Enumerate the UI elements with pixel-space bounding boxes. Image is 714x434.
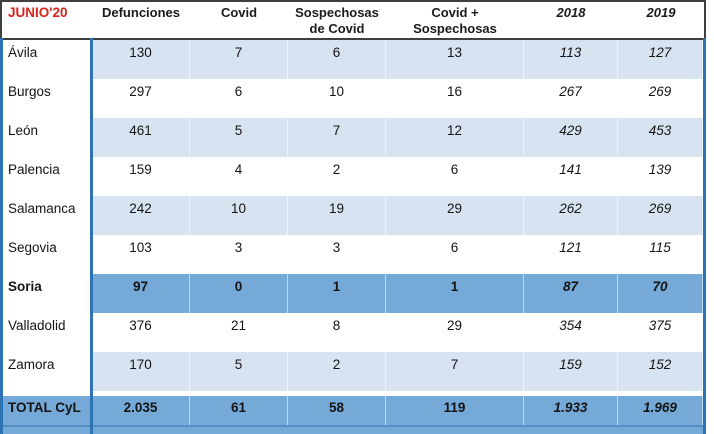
data-cell: 10 — [288, 79, 386, 118]
total-cell: 1.969 — [618, 396, 703, 425]
data-cell: 170 — [92, 352, 190, 391]
column-header-defunciones: Defunciones — [101, 5, 180, 20]
row-total-cyl: TOTAL CyL 2.035 61 58 119 1.933 1.969 — [0, 396, 703, 425]
data-cell: 5 — [190, 118, 288, 157]
row-segovia: Segovia 103 3 3 6 121 115 — [0, 235, 703, 274]
row-valladolid: Valladolid 376 21 8 29 354 375 — [0, 313, 703, 352]
data-cell: 152 — [618, 352, 703, 391]
table-bottom-strip — [0, 427, 703, 434]
row-burgos: Burgos 297 6 10 16 267 269 — [0, 79, 703, 118]
province-name: León — [0, 118, 92, 157]
row-leon: León 461 5 7 12 429 453 — [0, 118, 703, 157]
data-cell: 262 — [524, 196, 618, 235]
data-cell: 6 — [386, 235, 524, 274]
row-palencia: Palencia 159 4 2 6 141 139 — [0, 157, 703, 196]
data-cell: 130 — [92, 40, 190, 79]
data-cell: 10 — [190, 196, 288, 235]
data-cell: 461 — [92, 118, 190, 157]
column-header-2018: 2018 — [556, 5, 586, 20]
total-cell: 119 — [386, 396, 524, 425]
data-cell: 429 — [524, 118, 618, 157]
column-header-sospechosas: Sospechosas de Covid — [295, 5, 379, 36]
data-cell: 19 — [288, 196, 386, 235]
province-name: Segovia — [0, 235, 92, 274]
data-cell: 139 — [618, 157, 703, 196]
province-name: Zamora — [0, 352, 92, 391]
data-cell: 375 — [618, 313, 703, 352]
data-cell: 141 — [524, 157, 618, 196]
data-cell: 7 — [190, 40, 288, 79]
period-label: JUNIO'20 — [8, 5, 68, 20]
data-cell: 13 — [386, 40, 524, 79]
data-cell: 3 — [288, 235, 386, 274]
data-cell: 127 — [618, 40, 703, 79]
province-name: Soria — [0, 274, 92, 313]
data-cell: 97 — [92, 274, 190, 313]
row-salamanca: Salamanca 242 10 19 29 262 269 — [0, 196, 703, 235]
total-cell: 1.933 — [524, 396, 618, 425]
province-name: Ávila — [0, 40, 92, 79]
data-cell: 6 — [386, 157, 524, 196]
data-cell: 7 — [288, 118, 386, 157]
data-cell: 5 — [190, 352, 288, 391]
data-cell: 113 — [524, 40, 618, 79]
row-avila: Ávila 130 7 6 13 113 127 — [0, 40, 703, 79]
data-cell: 70 — [618, 274, 703, 313]
total-separator — [0, 391, 703, 396]
data-cell: 267 — [524, 79, 618, 118]
data-cell: 2 — [288, 352, 386, 391]
data-cell: 269 — [618, 79, 703, 118]
province-name: Salamanca — [0, 196, 92, 235]
data-cell: 121 — [524, 235, 618, 274]
data-cell: 159 — [524, 352, 618, 391]
data-cell: 4 — [190, 157, 288, 196]
data-cell: 6 — [190, 79, 288, 118]
data-cell: 2 — [288, 157, 386, 196]
data-cell: 6 — [288, 40, 386, 79]
data-cell: 7 — [386, 352, 524, 391]
total-cell: 2.035 — [92, 396, 190, 425]
table-header: JUNIO'20 Defunciones Covid Sospechosas de… — [0, 0, 706, 40]
total-label: TOTAL CyL — [0, 396, 92, 425]
province-name: Palencia — [0, 157, 92, 196]
data-cell: 3 — [190, 235, 288, 274]
table-right-border — [703, 38, 706, 434]
province-name: Valladolid — [0, 313, 92, 352]
data-cell: 354 — [524, 313, 618, 352]
table-body: Ávila 130 7 6 13 113 127 Burgos 297 6 10… — [0, 40, 703, 434]
total-cell: 58 — [288, 396, 386, 425]
total-cell: 61 — [190, 396, 288, 425]
data-cell: 376 — [92, 313, 190, 352]
row-zamora: Zamora 170 5 2 7 159 152 — [0, 352, 703, 391]
data-cell: 16 — [386, 79, 524, 118]
province-name: Burgos — [0, 79, 92, 118]
data-cell: 87 — [524, 274, 618, 313]
data-cell: 29 — [386, 196, 524, 235]
label-column-divider — [90, 38, 93, 434]
column-header-2019: 2019 — [646, 5, 676, 20]
table-left-border — [0, 38, 3, 434]
column-header-covid-sospechosas: Covid + Sospechosas — [413, 5, 497, 36]
column-header-covid: Covid — [220, 5, 258, 20]
data-cell: 12 — [386, 118, 524, 157]
data-cell: 1 — [386, 274, 524, 313]
data-cell: 453 — [618, 118, 703, 157]
data-cell: 269 — [618, 196, 703, 235]
data-cell: 242 — [92, 196, 190, 235]
data-cell: 29 — [386, 313, 524, 352]
data-cell: 1 — [288, 274, 386, 313]
table-bottom-divider — [0, 425, 703, 427]
data-cell: 8 — [288, 313, 386, 352]
data-cell: 21 — [190, 313, 288, 352]
data-cell: 0 — [190, 274, 288, 313]
row-soria-highlighted: Soria 97 0 1 1 87 70 — [0, 274, 703, 313]
data-cell: 103 — [92, 235, 190, 274]
data-cell: 159 — [92, 157, 190, 196]
data-cell: 297 — [92, 79, 190, 118]
data-cell: 115 — [618, 235, 703, 274]
